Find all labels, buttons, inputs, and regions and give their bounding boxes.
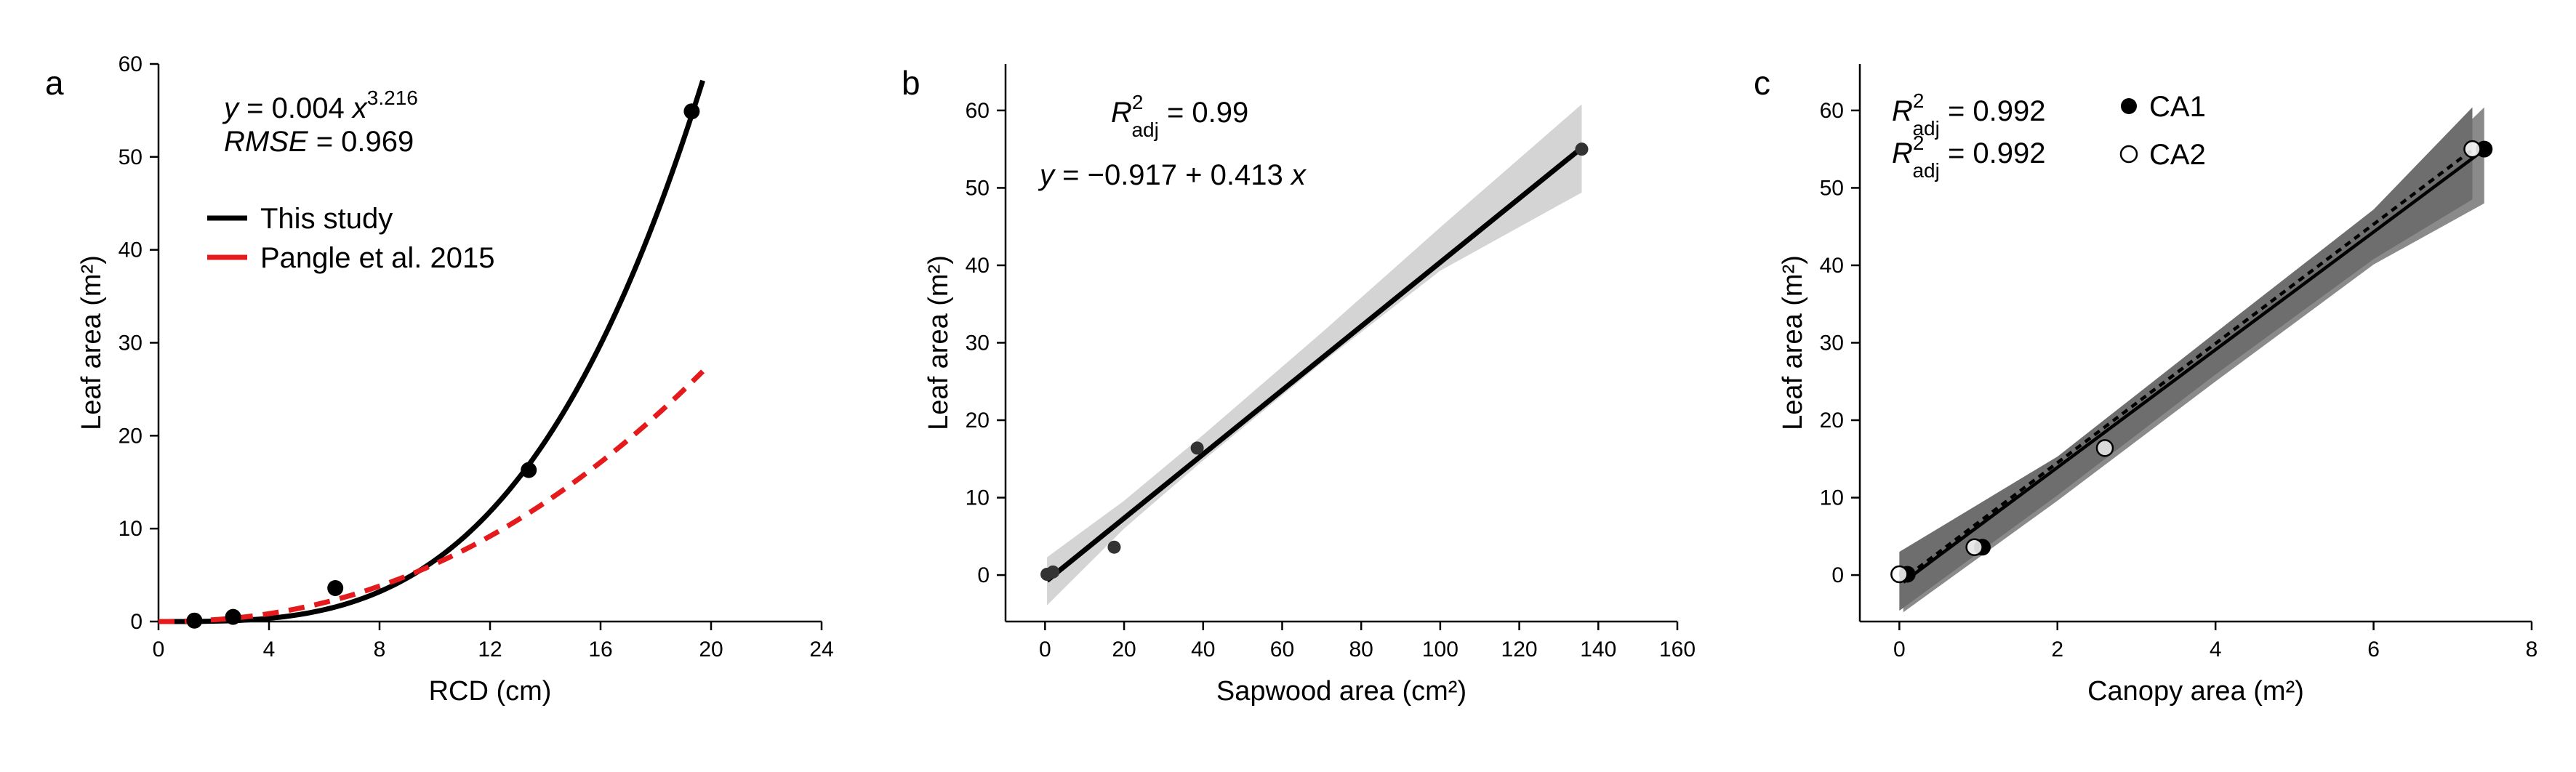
panel-a-rmse: RMSE = 0.969 [224,126,414,158]
panel-b-y-tick-label: 0 [977,563,990,587]
panel-b-equation: y = −0.917 + 0.413 x [1038,159,1307,191]
panel-a-x-tick-label: 12 [478,638,502,662]
panel-b-y-tick-label: 50 [966,176,990,200]
panel-a-y-tick-label: 20 [119,424,143,448]
fit-line-ca1 [1902,148,2486,584]
panel-a-x-axis-title: RCD (cm) [429,676,552,707]
data-point [1575,142,1589,156]
panel-c-y-tick-label: 0 [1831,563,1844,587]
panel-a-equation: y = 0.004 x3.216 [222,87,418,124]
panel-c-y-tick-label: 30 [1820,331,1844,355]
panel-c-x-tick-label: 8 [2526,638,2538,662]
panel-c-x-tick-label: 4 [2210,638,2222,662]
legend-ca1-label: CA1 [2149,91,2206,123]
legend-ca1-marker [2121,98,2137,114]
band-ca2 [1899,107,2473,611]
panel-b-letter: b [902,64,920,102]
panel-c-r2-ca1: R2 adj = 0.992 [1892,89,2046,140]
panel-a-x-tick-label: 16 [588,638,612,662]
panel-a-equation-rest: = 0.004 [238,92,353,124]
confidence-band [1047,104,1582,606]
panel-c-r2-ca2: R2 adj = 0.992 [1892,132,2046,182]
data-point-ca2 [1890,565,1909,584]
panel-a-y-tick-label: 50 [119,145,143,169]
panel-a-rmse-label: RMSE [224,126,309,158]
data-point [521,462,537,478]
panel-c-y-tick-label: 60 [1820,99,1844,123]
panel-a: 0 4 8 12 16 20 24 0 10 20 30 40 50 60 RCD (cm) Leaf are… [76,52,834,707]
panel-b-x-tick-label: 120 [1501,638,1538,662]
panel-a-x-tick-label: 4 [263,638,276,662]
data-point [327,579,344,596]
data-point-ca2 [2095,439,2114,457]
panel-b-y-tick-label: 20 [966,409,990,433]
panel-b-x-tick-label: 60 [1270,638,1294,662]
panel-b-r2: R2 adj = 0.99 [1111,91,1248,141]
panel-c-x-axis-title: Canopy area (m²) [2087,676,2304,707]
panel-b-x-tick-label: 40 [1191,638,1215,662]
panel-c-x-tick-label: 2 [2051,638,2063,662]
panel-a-equation-exponent: 3.216 [367,87,418,109]
panel-a-x-tick-label: 20 [699,638,723,662]
panel-b-x-tick-label: 160 [1659,638,1696,662]
panel-b-y-tick-label: 30 [966,331,990,355]
panel-a-letter: a [45,64,64,102]
legend-ca2-marker [2119,145,2138,164]
data-point [1107,540,1121,554]
panel-b-y-axis-title: Leaf area (m²) [923,255,954,430]
panel-b-x-tick-label: 0 [1039,638,1051,662]
panel-a-y-tick-label: 30 [119,331,143,355]
panel-c-y-tick-label: 40 [1820,254,1844,278]
panel-a-x-tick-label: 0 [153,638,165,662]
legend-pangle-label: Pangle et al. 2015 [260,242,494,274]
data-point-ca2 [1965,538,1983,556]
panel-c-x-tick-label: 6 [2367,638,2380,662]
panel-c-x-tick-label: 0 [1893,638,1906,662]
data-point [186,612,203,629]
panel-b-y-tick-label: 10 [966,486,990,510]
fit-line [1045,145,1584,583]
data-point [225,608,241,625]
panel-b-x-tick-label: 20 [1112,638,1136,662]
panel-a-annotations: y = 0.004 x3.216 RMSE = 0.969 This study… [207,87,494,274]
panel-a-y-tick-label: 60 [119,52,143,76]
legend-this-study-label: This study [260,203,393,235]
data-point [1046,565,1060,579]
this-study-fit-line [159,79,705,624]
legend-ca2-label: CA2 [2149,139,2206,171]
panel-a-y-tick-label: 0 [130,610,143,634]
panel-c-y-tick-label: 10 [1820,486,1844,510]
panel-a-y-tick-label: 10 [119,517,143,541]
data-point [683,103,700,120]
panel-c: 0 2 4 6 8 0 10 20 30 40 50 60 Canopy area (m²) Leaf a… [1778,64,2537,707]
panel-a-y-tick-label: 40 [119,238,143,262]
panel-b-x-tick-label: 100 [1422,638,1458,662]
fit-line-ca2 [1898,148,2473,584]
panel-b-x-tick-label: 80 [1349,638,1373,662]
panel-a-rmse-value: = 0.969 [316,126,414,158]
panel-b-y-tick-label: 60 [966,99,990,123]
pangle-fit-line [158,369,705,624]
panel-c-annotations: R2 adj = 0.992 CA1 R2 adj = 0.992 CA2 [1892,89,2206,182]
panel-b: 0 20 40 60 80 100 120 140 160 0 10 20 30 40 50 60 Sapwoo… [923,64,1696,707]
panel-c-y-tick-label: 20 [1820,409,1844,433]
panel-c-letter: c [1754,64,1770,102]
panel-a-y-axis-title: Leaf area (m²) [76,255,107,430]
panel-b-annotations: R2 adj = 0.99 y = −0.917 + 0.413 x [1038,91,1307,191]
panel-b-x-tick-label: 140 [1580,638,1616,662]
panel-b-y-tick-label: 40 [966,254,990,278]
panel-a-x-tick-label: 24 [809,638,833,662]
panel-c-y-tick-label: 50 [1820,176,1844,200]
data-point-ca2 [2463,140,2481,158]
panel-c-y-axis-title: Leaf area (m²) [1778,255,1808,430]
data-point [1190,441,1204,455]
panel-b-x-axis-title: Sapwood area (cm²) [1216,676,1466,707]
panel-a-x-tick-label: 8 [374,638,386,662]
